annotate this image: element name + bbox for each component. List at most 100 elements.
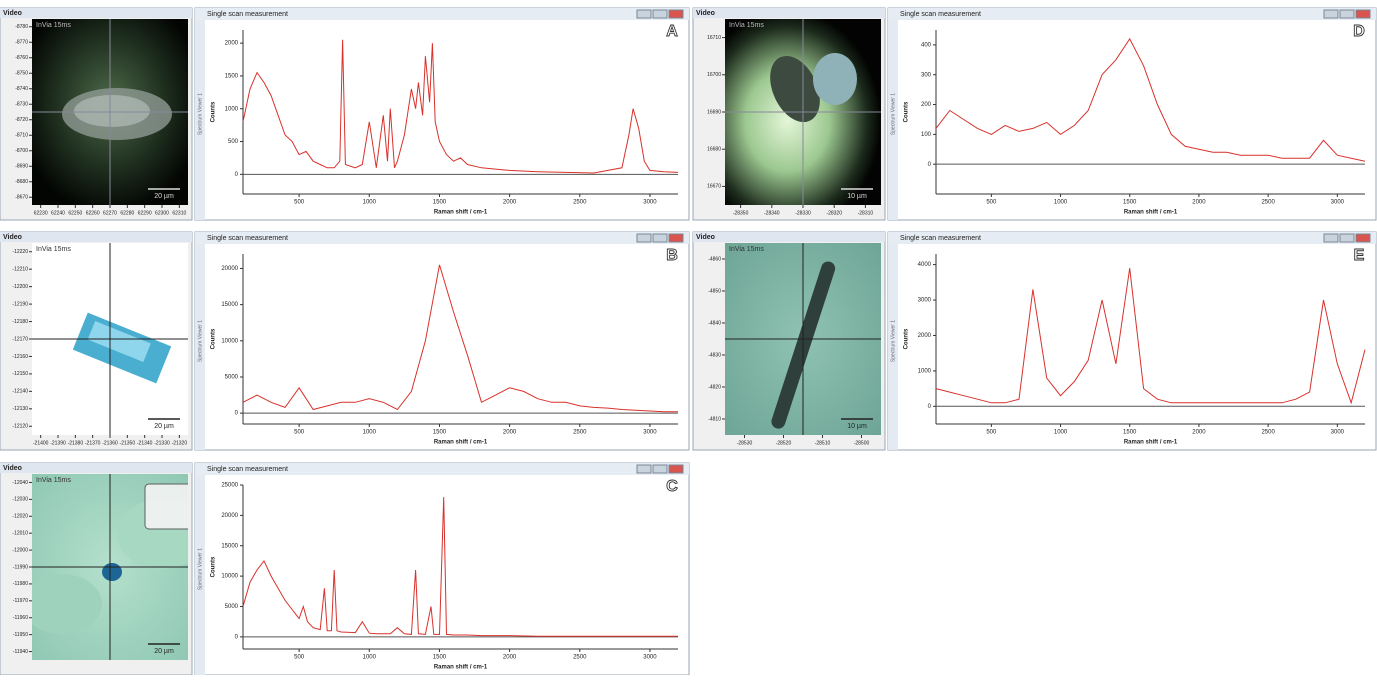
panel-letter: A (666, 23, 678, 40)
window-button[interactable] (636, 233, 652, 243)
image-x-tick-label: 62310 (172, 210, 186, 216)
spectrum-window (887, 7, 1377, 221)
image-y-tick-label: 16700 (707, 72, 721, 78)
panel-letter: B (666, 247, 678, 264)
window-button[interactable] (636, 464, 652, 474)
spectrum-line (242, 264, 678, 413)
image-y-tick-label: -4810 (708, 416, 721, 422)
window-button[interactable] (652, 9, 668, 19)
overlay-label: InVia 15ms (729, 22, 764, 29)
image-x-tick-label: -21340 (137, 440, 153, 446)
window-button[interactable] (636, 9, 652, 19)
x-tick-label: 3000 (643, 430, 657, 436)
scale-label: 20 µm (154, 648, 174, 655)
y-tick-label: 0 (235, 172, 239, 178)
x-tick-label: 3000 (1331, 200, 1345, 206)
image-y-tick-label: -8720 (15, 117, 28, 123)
side-label: Spectrum Viewer 1 (197, 93, 203, 135)
side-label: Spectrum Viewer 1 (197, 548, 203, 590)
window-button[interactable] (652, 464, 668, 474)
y-tick-label: 10000 (221, 574, 238, 580)
x-axis-label: Raman shift / cm-1 (434, 440, 488, 446)
y-tick-label: 400 (921, 42, 932, 48)
window-button[interactable] (1339, 9, 1355, 19)
image-y-tick-label: -12220 (12, 249, 28, 255)
image-y-tick-label: 16690 (707, 109, 721, 115)
image-y-tick-label: -4850 (708, 288, 721, 294)
window-button[interactable] (652, 233, 668, 243)
x-tick-label: 2000 (503, 655, 517, 661)
window-title: Single scan measurement (900, 235, 981, 242)
x-tick-label: 500 (294, 200, 305, 206)
x-tick-label: 1000 (363, 655, 377, 661)
window-button[interactable] (1339, 233, 1355, 243)
window-button[interactable] (1323, 233, 1339, 243)
window-button[interactable] (1323, 9, 1339, 19)
x-tick-label: 2500 (1261, 200, 1275, 206)
image-y-tick-label: -8710 (15, 133, 28, 139)
image-y-tick-label: -12000 (12, 547, 28, 553)
overlay-label: InVia 15ms (729, 246, 764, 253)
x-tick-label: 1000 (1054, 200, 1068, 206)
video-titlebar (0, 463, 192, 473)
image-x-tick-label: 62270 (103, 210, 117, 216)
spectrum-titlebar (195, 8, 689, 20)
panel: Video InVia 15ms 10 µm 16710 16700 16690 16680… (692, 7, 1377, 221)
x-tick-label: 2500 (573, 655, 587, 661)
spectrum-titlebar (195, 232, 689, 244)
window-button[interactable] (668, 464, 684, 474)
x-tick-label: 1000 (363, 430, 377, 436)
x-tick-label: 1500 (1123, 200, 1137, 206)
spectrum-line (242, 497, 678, 637)
window-button[interactable] (668, 9, 684, 19)
spectrum-window (887, 231, 1377, 451)
panel: Video InVia 15ms 10 µm -4860 -4850 -4840 -4830… (692, 231, 1377, 451)
window-title: Single scan measurement (207, 11, 288, 18)
microscope-image (32, 243, 188, 435)
x-tick-label: 3000 (643, 655, 657, 661)
x-tick-label: 500 (986, 430, 997, 436)
y-tick-label: 10000 (221, 338, 238, 344)
image-x-tick-label: -21370 (85, 440, 101, 446)
x-axis-label: Raman shift / cm-1 (434, 665, 488, 671)
window-button[interactable] (1355, 9, 1371, 19)
y-tick-label: 300 (921, 72, 932, 78)
y-tick-label: 25000 (221, 483, 238, 489)
side-strip (888, 20, 898, 220)
side-label: Spectrum Viewer 1 (890, 320, 896, 362)
microscope-image (725, 243, 881, 435)
image-x-tick-label: -28510 (815, 440, 831, 446)
y-tick-label: 2000 (225, 41, 239, 47)
image-y-tick-label: -11960 (13, 615, 28, 621)
image-y-tick-label: -11980 (13, 581, 28, 587)
y-tick-label: 20000 (221, 266, 238, 272)
panel-letter: C (666, 478, 678, 495)
x-axis-label: Raman shift / cm-1 (434, 210, 488, 216)
spectrum-window (194, 7, 690, 221)
overlay-label: InVia 15ms (36, 477, 71, 484)
window-button[interactable] (668, 233, 684, 243)
scale-label: 20 µm (154, 193, 174, 200)
image-y-tick-label: -4860 (708, 256, 721, 262)
image-y-tick-label: -8760 (15, 55, 28, 61)
y-tick-label: 1000 (918, 368, 932, 374)
image-x-tick-label: -21320 (172, 440, 188, 446)
image-y-tick-label: -12130 (12, 406, 28, 412)
image-y-tick-label: 16710 (707, 35, 721, 41)
y-tick-label: 100 (921, 132, 932, 138)
x-tick-label: 1000 (1054, 430, 1068, 436)
image-y-tick-label: -4840 (708, 320, 721, 326)
scale-label: 20 µm (154, 423, 174, 430)
x-tick-label: 1500 (433, 430, 447, 436)
x-tick-label: 3000 (643, 200, 657, 206)
x-axis-label: Raman shift / cm-1 (1124, 210, 1178, 216)
x-tick-label: 3000 (1331, 430, 1345, 436)
image-x-tick-label: -21350 (120, 440, 136, 446)
panel: Video InVia 15ms 20 µm -8780 -8770 -8760 -8750… (0, 7, 690, 221)
image-x-tick-label: -21400 (33, 440, 49, 446)
image-x-tick-label: 62260 (86, 210, 100, 216)
window-button[interactable] (1355, 233, 1371, 243)
scale-label: 10 µm (847, 193, 867, 200)
